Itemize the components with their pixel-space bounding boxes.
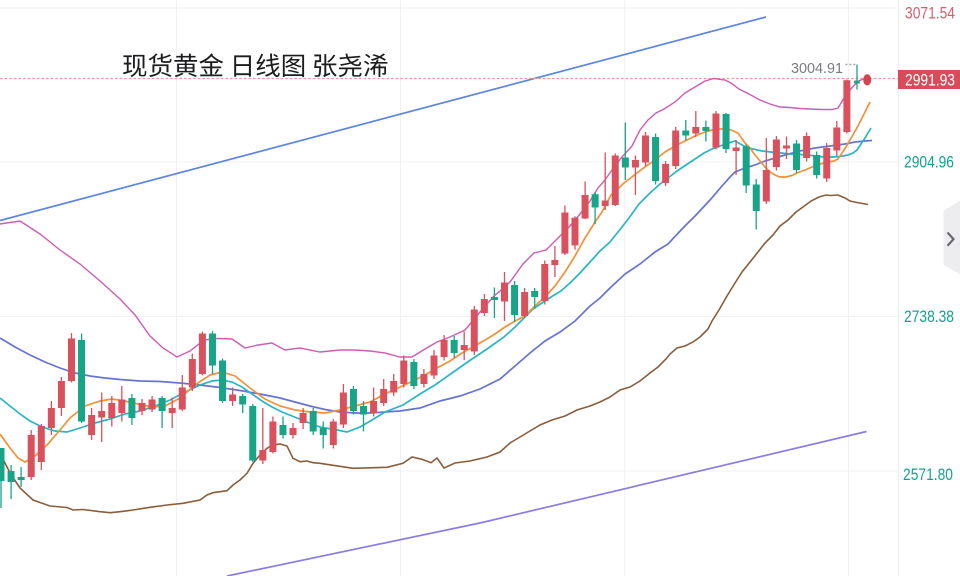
svg-text:2904.96: 2904.96 [904,154,954,172]
svg-text:2571.80: 2571.80 [903,466,953,484]
svg-text:3004.91: 3004.91 [791,61,843,77]
svg-text:2738.38: 2738.38 [904,308,954,326]
svg-text:3071.54: 3071.54 [905,5,955,23]
svg-text:2991.93: 2991.93 [905,72,955,90]
